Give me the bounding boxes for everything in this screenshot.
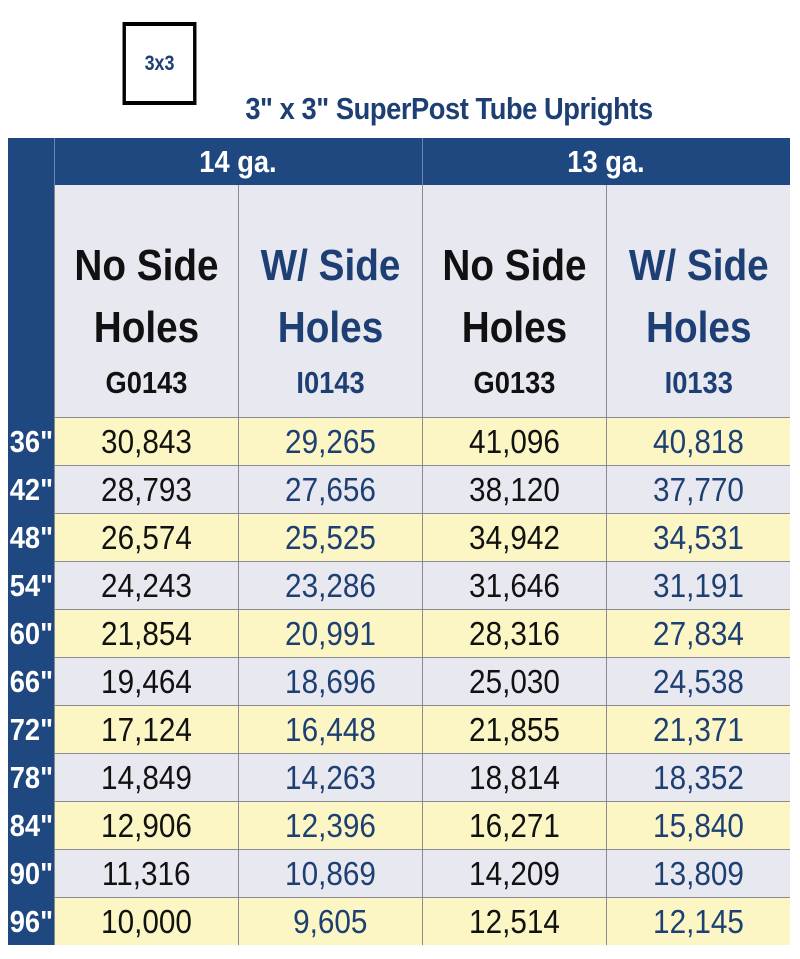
capacity-table: 14 ga. 13 ga. No Side Holes G0143 W/ Side… bbox=[8, 138, 791, 945]
capacity-value: 21,371 bbox=[605, 705, 791, 754]
length-label: 66" bbox=[8, 657, 54, 706]
column-header-label: W/ Side Holes bbox=[260, 241, 400, 352]
capacity-value: 18,696 bbox=[237, 657, 423, 706]
capacity-value: 28,793 bbox=[53, 465, 238, 514]
capacity-value: 27,656 bbox=[237, 465, 423, 514]
capacity-value: 25,030 bbox=[421, 657, 607, 706]
length-label: 96" bbox=[8, 897, 54, 945]
table-row: 42" 28,793 27,656 38,120 37,770 bbox=[8, 465, 791, 514]
capacity-value: 21,854 bbox=[53, 609, 238, 658]
capacity-value: 14,209 bbox=[421, 849, 607, 898]
capacity-value: 28,316 bbox=[421, 609, 607, 658]
length-label: 84" bbox=[8, 801, 54, 850]
capacity-value: 12,514 bbox=[421, 897, 607, 945]
capacity-value: 10,000 bbox=[53, 897, 238, 945]
table-row: 84" 12,906 12,396 16,271 15,840 bbox=[8, 801, 791, 850]
capacity-value: 24,243 bbox=[53, 561, 238, 610]
part-code: G0143 bbox=[105, 365, 187, 400]
capacity-value: 23,286 bbox=[237, 561, 423, 610]
capacity-value: 29,265 bbox=[237, 417, 423, 466]
capacity-value: 15,840 bbox=[605, 801, 791, 850]
capacity-value: 12,906 bbox=[53, 801, 238, 850]
length-label: 54" bbox=[8, 561, 54, 610]
column-header-label: No Side Holes bbox=[73, 241, 219, 352]
table-row: 96" 10,000 9,605 12,514 12,145 bbox=[8, 897, 791, 945]
capacity-value: 16,448 bbox=[237, 705, 423, 754]
capacity-value: 34,531 bbox=[605, 513, 791, 562]
size-logo-box: 3x3 bbox=[122, 22, 197, 105]
column-header-i0133: W/ Side Holes I0133 bbox=[605, 185, 791, 418]
length-label: 42" bbox=[8, 465, 54, 514]
capacity-value: 19,464 bbox=[53, 657, 238, 706]
capacity-value: 40,818 bbox=[605, 417, 791, 466]
size-logo-label: 3x3 bbox=[144, 51, 175, 75]
table-row: 72" 17,124 16,448 21,855 21,371 bbox=[8, 705, 791, 754]
capacity-value: 14,849 bbox=[53, 753, 238, 802]
capacity-value: 25,525 bbox=[237, 513, 423, 562]
column-header-label: W/ Side Holes bbox=[628, 241, 769, 352]
table-row: 48" 26,574 25,525 34,942 34,531 bbox=[8, 513, 791, 562]
gauge-header-13: 13 ga. bbox=[421, 138, 791, 185]
capacity-value: 34,942 bbox=[421, 513, 607, 562]
column-header-g0143: No Side Holes G0143 bbox=[53, 185, 238, 418]
column-header-i0143: W/ Side Holes I0143 bbox=[237, 185, 423, 418]
capacity-value: 24,538 bbox=[605, 657, 791, 706]
table-row: 90" 11,316 10,869 14,209 13,809 bbox=[8, 849, 791, 898]
capacity-value: 13,809 bbox=[605, 849, 791, 898]
table-body: 36" 30,843 29,265 41,096 40,818 42" 28,793 27,6… bbox=[8, 417, 791, 945]
column-header-label: No Side Holes bbox=[441, 241, 587, 352]
capacity-value: 18,814 bbox=[421, 753, 607, 802]
capacity-value: 12,396 bbox=[237, 801, 423, 850]
capacity-value: 26,574 bbox=[53, 513, 238, 562]
capacity-value: 12,145 bbox=[605, 897, 791, 945]
capacity-value: 10,869 bbox=[237, 849, 423, 898]
gauge-header-14: 14 ga. bbox=[53, 138, 423, 185]
capacity-value: 16,271 bbox=[421, 801, 607, 850]
page-title: 3" x 3" SuperPost Tube Uprights bbox=[245, 91, 653, 126]
length-label: 36" bbox=[8, 417, 54, 466]
length-label: 72" bbox=[8, 705, 54, 754]
column-header-g0133: No Side Holes G0133 bbox=[421, 185, 607, 418]
length-label: 90" bbox=[8, 849, 54, 898]
capacity-value: 41,096 bbox=[421, 417, 607, 466]
capacity-value: 30,843 bbox=[53, 417, 238, 466]
capacity-value: 27,834 bbox=[605, 609, 791, 658]
part-code: I0133 bbox=[664, 365, 733, 400]
capacity-value: 17,124 bbox=[53, 705, 238, 754]
capacity-value: 21,855 bbox=[421, 705, 607, 754]
column-header-row: No Side Holes G0143 W/ Side Holes I0143 No… bbox=[8, 185, 791, 418]
capacity-value: 18,352 bbox=[605, 753, 791, 802]
capacity-value: 9,605 bbox=[237, 897, 423, 945]
table-row: 78" 14,849 14,263 18,814 18,352 bbox=[8, 753, 791, 802]
table-row: 54" 24,243 23,286 31,646 31,191 bbox=[8, 561, 791, 610]
part-code: I0143 bbox=[295, 365, 365, 400]
capacity-value: 31,191 bbox=[605, 561, 791, 610]
length-label: 78" bbox=[8, 753, 54, 802]
table-row: 60" 21,854 20,991 28,316 27,834 bbox=[8, 609, 791, 658]
capacity-value: 11,316 bbox=[53, 849, 238, 898]
capacity-value: 37,770 bbox=[605, 465, 791, 514]
length-label: 48" bbox=[8, 513, 54, 562]
capacity-value: 31,646 bbox=[421, 561, 607, 610]
table-row: 36" 30,843 29,265 41,096 40,818 bbox=[8, 417, 791, 466]
capacity-value: 38,120 bbox=[421, 465, 607, 514]
gauge-header-row: 14 ga. 13 ga. bbox=[8, 138, 791, 185]
part-code: G0133 bbox=[473, 365, 555, 400]
capacity-value: 14,263 bbox=[237, 753, 423, 802]
table-row: 66" 19,464 18,696 25,030 24,538 bbox=[8, 657, 791, 706]
capacity-value: 20,991 bbox=[237, 609, 423, 658]
side-blank-cell bbox=[8, 185, 54, 418]
corner-cell bbox=[8, 138, 54, 185]
length-label: 60" bbox=[8, 609, 54, 658]
